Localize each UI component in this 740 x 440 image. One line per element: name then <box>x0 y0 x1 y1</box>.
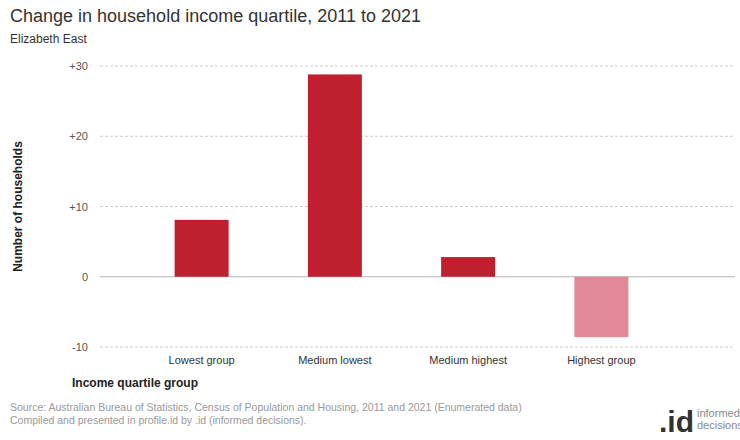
y-tick-label: 0 <box>82 271 88 283</box>
grid-line <box>100 136 735 137</box>
logo: .id <box>659 405 694 438</box>
x-tick-label: Highest group <box>567 354 636 366</box>
x-tick-label: Lowest group <box>169 354 235 366</box>
y-tick-label: -10 <box>72 341 88 353</box>
bar <box>574 277 628 337</box>
grid-line <box>100 206 735 207</box>
y-tick-label: +10 <box>69 201 88 213</box>
logo-text: decisions <box>697 419 740 431</box>
grid-line <box>100 347 735 348</box>
bar <box>308 74 362 276</box>
source-note: Compiled and presented in profile.id by … <box>10 414 307 426</box>
subtitle: Elizabeth East <box>10 32 87 46</box>
y-tick-label: +20 <box>69 130 88 142</box>
logo-text: informed <box>697 407 740 419</box>
title: Change in household income quartile, 201… <box>10 6 421 26</box>
y-axis-label: Number of households <box>11 141 25 272</box>
bar <box>175 220 229 277</box>
grid-line <box>100 66 735 67</box>
x-tick-label: Medium lowest <box>298 354 371 366</box>
y-tick-label: +30 <box>69 60 88 72</box>
x-tick-label: Medium highest <box>429 354 507 366</box>
source-note: Source: Australian Bureau of Statistics,… <box>10 401 522 413</box>
bars <box>175 74 629 337</box>
chart: Change in household income quartile, 201… <box>0 0 740 440</box>
bar <box>441 257 495 277</box>
x-axis-label: Income quartile group <box>72 376 198 390</box>
